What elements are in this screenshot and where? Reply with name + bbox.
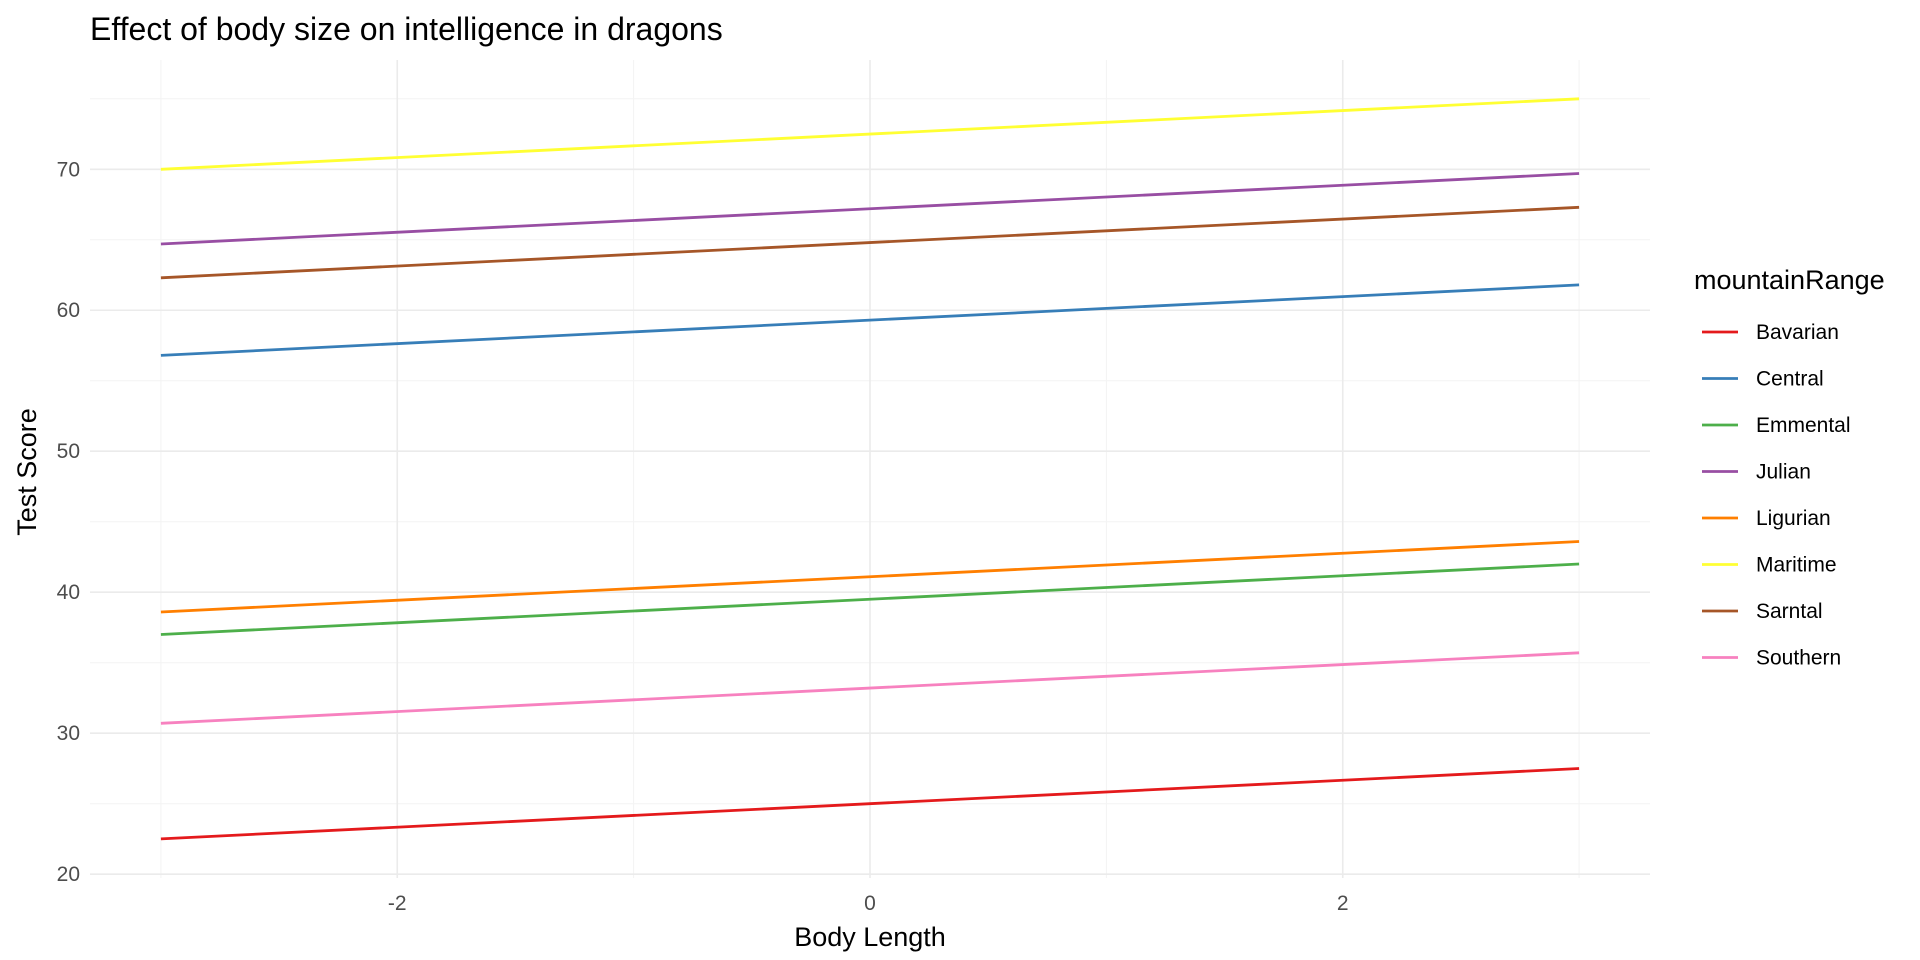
y-tick-label: 40 [57,581,80,604]
legend-items: Bavarian Central Emmental Julian Ligurian Mar… [1702,321,1851,670]
x-tick-label: 2 [1337,892,1349,915]
legend-label-bavarian: Bavarian [1756,321,1839,344]
series-line-julian [160,172,1580,246]
y-tick-label: 50 [57,440,80,463]
series-lines [160,97,1580,841]
y-tick-label: 30 [57,722,80,745]
legend-title: mountainRange [1694,265,1885,295]
axis-ticks: -2 0 2 20 30 40 50 60 70 [57,158,1349,915]
legend-label-emmental: Emmental [1756,414,1851,437]
series-line-central [160,283,1580,357]
y-axis-title: Test Score [12,408,42,536]
x-tick-label: -2 [388,892,407,915]
grid [90,60,1650,878]
series-line-bavarian [160,767,1580,841]
legend-label-maritime: Maritime [1756,554,1837,577]
legend-label-sarntal: Sarntal [1756,600,1823,623]
legend: mountainRange Bavarian Central Emmental Jul… [1694,265,1885,670]
series-line-sarntal [160,205,1580,280]
legend-label-southern: Southern [1756,647,1841,670]
chart-title: Effect of body size on intelligence in d… [90,11,723,47]
y-tick-label: 20 [57,863,80,886]
series-line-southern [160,651,1580,725]
y-tick-label: 70 [57,158,80,181]
legend-label-central: Central [1756,368,1824,391]
x-axis-title: Body Length [794,922,946,952]
series-line-ligurian [160,540,1580,614]
x-tick-label: 0 [864,892,876,915]
legend-label-ligurian: Ligurian [1756,507,1831,530]
legend-label-julian: Julian [1756,461,1811,484]
y-tick-label: 60 [57,299,80,322]
series-line-maritime [160,97,1580,171]
series-line-emmental [160,562,1580,636]
